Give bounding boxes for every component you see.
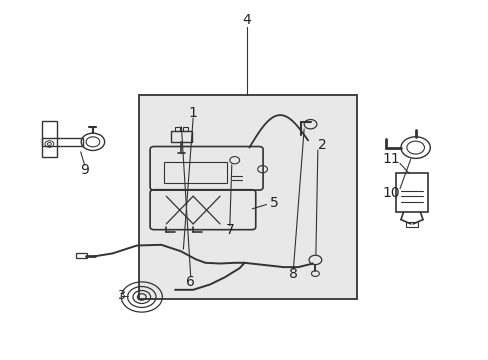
Text: 6: 6 [186, 275, 195, 288]
Bar [41, 121, 57, 157]
Bar [41, 138, 83, 146]
Text: 10: 10 [382, 186, 399, 200]
Text: 8: 8 [288, 267, 297, 281]
Bar [171, 131, 191, 142]
Text: 9: 9 [80, 163, 89, 177]
Bar [175, 127, 180, 131]
Text: 4: 4 [242, 13, 251, 27]
Text: 7: 7 [225, 224, 234, 237]
Text: 2: 2 [318, 138, 326, 152]
Text: 3: 3 [117, 289, 125, 302]
Bar [139, 95, 356, 299]
Bar [395, 173, 427, 212]
Text: 1: 1 [188, 107, 197, 120]
Text: 11: 11 [382, 152, 399, 166]
Bar [163, 162, 227, 183]
Bar [76, 253, 86, 258]
Bar [183, 127, 187, 131]
Bar [405, 222, 417, 227]
Text: 5: 5 [269, 197, 278, 210]
